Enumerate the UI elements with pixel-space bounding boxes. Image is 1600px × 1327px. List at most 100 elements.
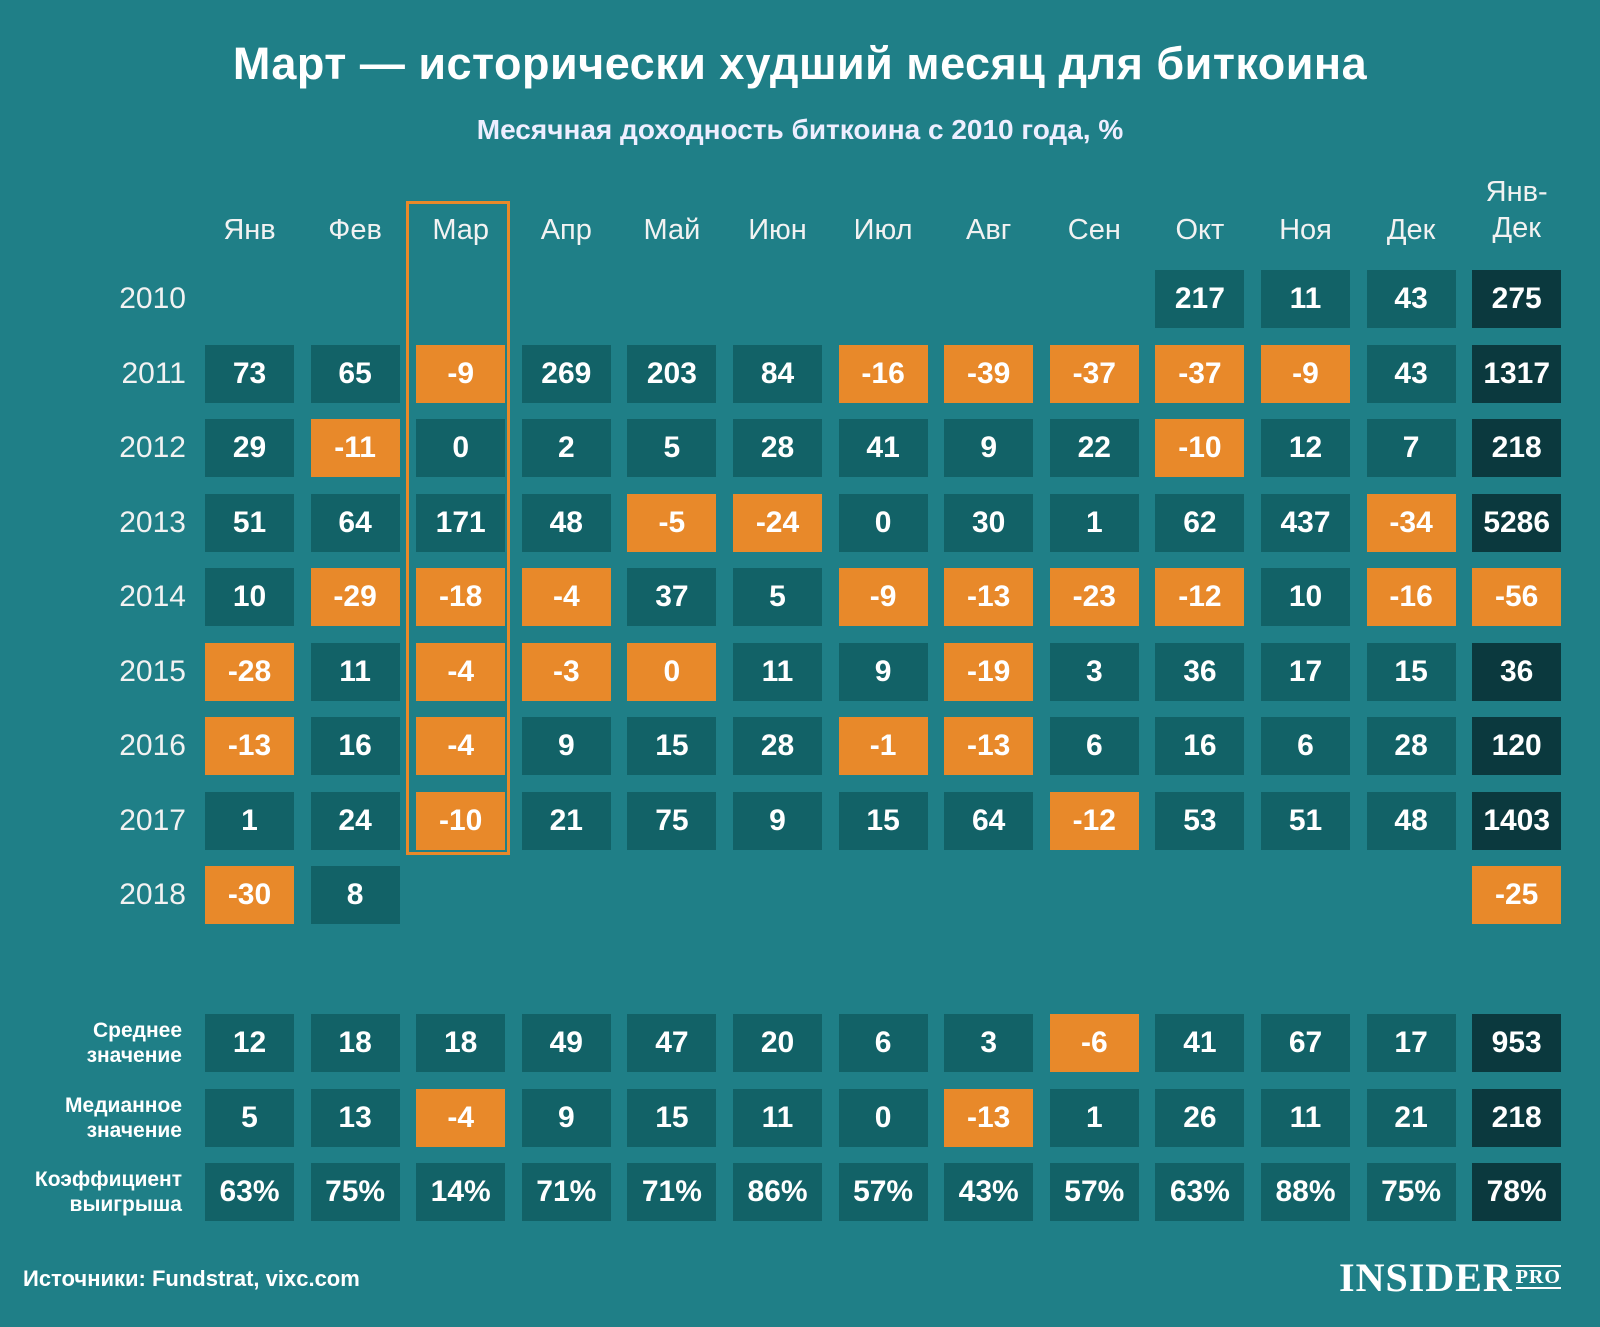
data-cell: 11 bbox=[1261, 270, 1350, 328]
summary-cell: 13 bbox=[310, 1089, 400, 1147]
data-cell: 5 bbox=[733, 568, 822, 626]
summary-cell: 75% bbox=[310, 1163, 400, 1221]
data-cell: -9 bbox=[838, 568, 928, 626]
total-cell: 120 bbox=[1472, 717, 1562, 775]
data-cell: 43 bbox=[1366, 270, 1456, 328]
insider-pro-logo: INSIDER PRO bbox=[1339, 1254, 1561, 1301]
data-cell: -4 bbox=[521, 568, 611, 626]
data-cell: -10 bbox=[416, 791, 506, 850]
column-header: Авг bbox=[966, 214, 1012, 246]
data-cell: 75 bbox=[627, 791, 717, 850]
summary-label: Среднее значение bbox=[86, 1019, 182, 1067]
summary-cell: 26 bbox=[1155, 1089, 1245, 1147]
summary-label: Медианное значение bbox=[65, 1094, 182, 1142]
summary-cell: 86% bbox=[733, 1163, 822, 1221]
data-cell: 5 bbox=[627, 419, 717, 477]
data-cell: -39 bbox=[944, 344, 1034, 403]
summary-cell: 57% bbox=[838, 1163, 928, 1221]
summary-cell: 12 bbox=[205, 1014, 294, 1072]
summary-cell: -4 bbox=[416, 1089, 506, 1147]
summary-cell: 57% bbox=[1049, 1163, 1139, 1221]
data-cell: 15 bbox=[627, 717, 717, 775]
data-cell: -11 bbox=[310, 419, 400, 477]
data-cell: -13 bbox=[944, 568, 1034, 626]
chart-subtitle: Месячная доходность биткоина с 2010 года… bbox=[476, 114, 1124, 145]
total-cell: 1403 bbox=[1472, 791, 1562, 850]
data-cell: 171 bbox=[416, 493, 506, 552]
data-cell: 48 bbox=[521, 493, 611, 552]
summary-cell: 11 bbox=[733, 1089, 822, 1147]
data-cell: -12 bbox=[1155, 568, 1245, 626]
summary-cell: 15 bbox=[627, 1089, 717, 1147]
summary-cell: 49 bbox=[521, 1014, 611, 1072]
data-cell: -12 bbox=[1049, 791, 1139, 850]
data-cell: -19 bbox=[944, 642, 1034, 701]
total-cell: 5286 bbox=[1472, 493, 1562, 552]
summary-cell: 47 bbox=[627, 1014, 717, 1072]
data-cell: 36 bbox=[1155, 642, 1245, 701]
data-cell: 6 bbox=[1261, 717, 1350, 775]
data-cell: 48 bbox=[1366, 791, 1456, 850]
column-header: Окт bbox=[1175, 214, 1225, 246]
column-header: Дек bbox=[1386, 214, 1436, 246]
data-cell: 2 bbox=[521, 419, 611, 477]
data-cell: 64 bbox=[310, 493, 400, 552]
total-cell: 275 bbox=[1472, 270, 1562, 328]
data-cell: -10 bbox=[1155, 419, 1245, 477]
data-cell: -16 bbox=[838, 344, 928, 403]
summary-cell: 14% bbox=[416, 1163, 506, 1221]
data-cell: 1 bbox=[1049, 493, 1139, 552]
summary-cell: 20 bbox=[733, 1014, 822, 1072]
data-cell: -34 bbox=[1366, 493, 1456, 552]
data-cell: -9 bbox=[416, 344, 506, 403]
year-label: 2010 bbox=[119, 282, 186, 315]
data-cell: 21 bbox=[521, 791, 611, 850]
data-cell: 28 bbox=[733, 419, 822, 477]
data-cell: 0 bbox=[416, 419, 506, 477]
column-header: Фев bbox=[328, 214, 382, 246]
column-header: Апр bbox=[540, 214, 592, 246]
data-cell: -37 bbox=[1049, 344, 1139, 403]
data-cell: 41 bbox=[838, 419, 928, 477]
logo-text: INSIDER bbox=[1339, 1255, 1513, 1300]
data-cell: 203 bbox=[627, 344, 717, 403]
data-cell: -3 bbox=[521, 642, 611, 701]
summary-cell: 18 bbox=[416, 1014, 506, 1072]
data-cell: 37 bbox=[627, 568, 717, 626]
column-header: Сен bbox=[1067, 214, 1121, 246]
data-cell: 217 bbox=[1155, 270, 1245, 328]
data-cell: 10 bbox=[1261, 568, 1350, 626]
data-cell: -16 bbox=[1366, 568, 1456, 626]
total-cell: 218 bbox=[1472, 419, 1562, 477]
data-cell: 11 bbox=[310, 642, 400, 701]
data-cell: 15 bbox=[1366, 642, 1456, 701]
summary-cell: 63% bbox=[205, 1163, 294, 1221]
year-label: 2013 bbox=[119, 505, 186, 539]
data-cell: -18 bbox=[416, 568, 506, 626]
data-cell: -28 bbox=[205, 642, 294, 701]
data-cell: 15 bbox=[838, 791, 928, 850]
total-cell: 1317 bbox=[1472, 344, 1562, 403]
summary-cell: 75% bbox=[1366, 1163, 1456, 1221]
data-cell: 22 bbox=[1049, 419, 1139, 477]
data-cell: 12 bbox=[1261, 419, 1350, 477]
data-cell: -4 bbox=[416, 717, 506, 775]
year-label: 2016 bbox=[119, 729, 186, 762]
data-cell: -13 bbox=[205, 717, 294, 775]
data-cell: -37 bbox=[1155, 344, 1245, 403]
summary-cell: 43% bbox=[944, 1163, 1034, 1221]
summary-cell: -6 bbox=[1049, 1014, 1139, 1072]
data-cell: 8 bbox=[310, 866, 400, 924]
logo-suffix: PRO bbox=[1515, 1265, 1561, 1289]
summary-cell: 88% bbox=[1261, 1163, 1350, 1221]
summary-cell: 71% bbox=[521, 1163, 611, 1221]
data-cell: 24 bbox=[310, 791, 400, 850]
summary-cell: 41 bbox=[1155, 1014, 1245, 1072]
summary-cell: 3 bbox=[944, 1014, 1034, 1072]
summary-cell: 9 bbox=[521, 1089, 611, 1147]
data-cell: -13 bbox=[944, 717, 1034, 775]
data-cell: -23 bbox=[1049, 568, 1139, 626]
summary-cell: -13 bbox=[944, 1089, 1034, 1147]
data-cell: 9 bbox=[838, 642, 928, 701]
data-cell: -4 bbox=[416, 642, 506, 701]
